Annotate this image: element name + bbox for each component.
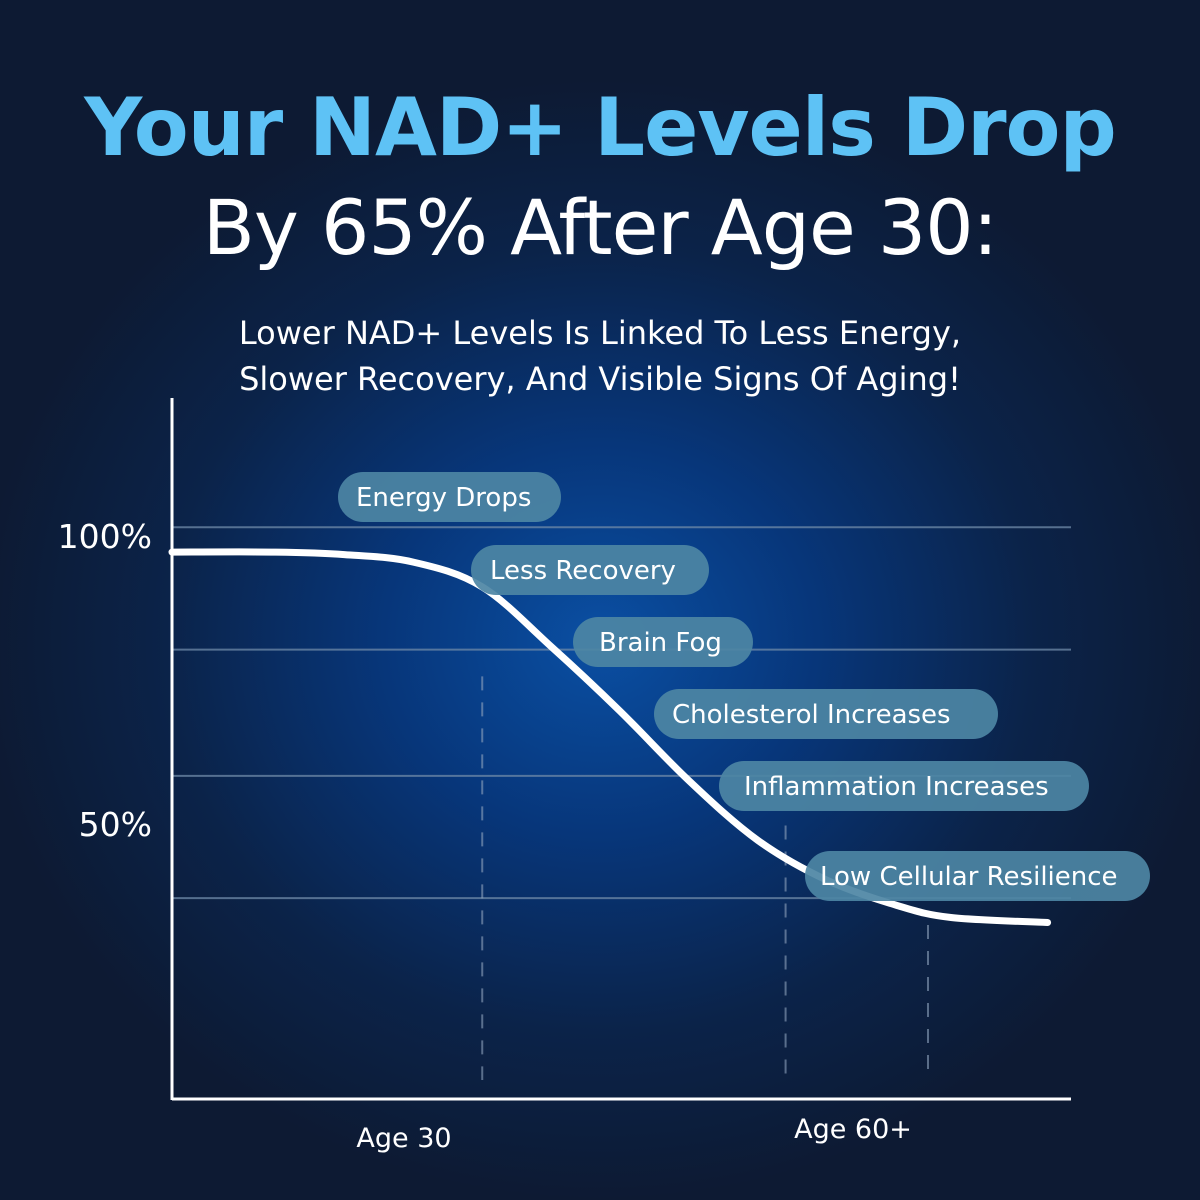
annotation-pill: Low Cellular Resilience: [805, 851, 1150, 901]
annotation-label: Inflammation Increases: [744, 772, 1049, 802]
y-tick-label: 100%: [58, 517, 152, 556]
annotation-pill: Energy Drops: [338, 472, 561, 522]
annotation-label: Less Recovery: [490, 556, 676, 586]
y-tick-labels: 100% 50%: [58, 517, 152, 844]
dashed-guides: [481, 676, 929, 1080]
annotation-label: Brain Fog: [599, 628, 722, 658]
axes: [170, 398, 1071, 1101]
curve-group: [168, 548, 1052, 926]
subheadline-line-2: Slower Recovery, And Visible Signs Of Ag…: [239, 360, 961, 398]
annotation-pills: Energy Drops Less Recovery Brain Fog Cho…: [338, 472, 1150, 901]
y-tick-label: 50%: [79, 805, 152, 844]
headline-primary: Your NAD+ Levels Drop: [84, 81, 1117, 174]
nad-curve: [168, 548, 1052, 926]
annotation-label: Low Cellular Resilience: [820, 862, 1118, 892]
x-tick-labels: Age 30 Age 60+: [356, 1114, 911, 1154]
annotation-pill: Brain Fog: [573, 617, 753, 667]
annotation-pill: Less Recovery: [471, 545, 709, 595]
x-tick-label: Age 30: [356, 1123, 451, 1154]
subheadline-line-1: Lower NAD+ Levels Is Linked To Less Ener…: [238, 314, 962, 352]
headline-secondary: By 65% After Age 30:: [202, 183, 998, 272]
annotation-pill: Inflammation Increases: [719, 761, 1089, 811]
annotation-pill: Cholesterol Increases: [654, 689, 998, 739]
annotation-label: Cholesterol Increases: [672, 700, 951, 730]
annotation-label: Energy Drops: [356, 483, 531, 513]
x-tick-label: Age 60+: [794, 1114, 912, 1145]
